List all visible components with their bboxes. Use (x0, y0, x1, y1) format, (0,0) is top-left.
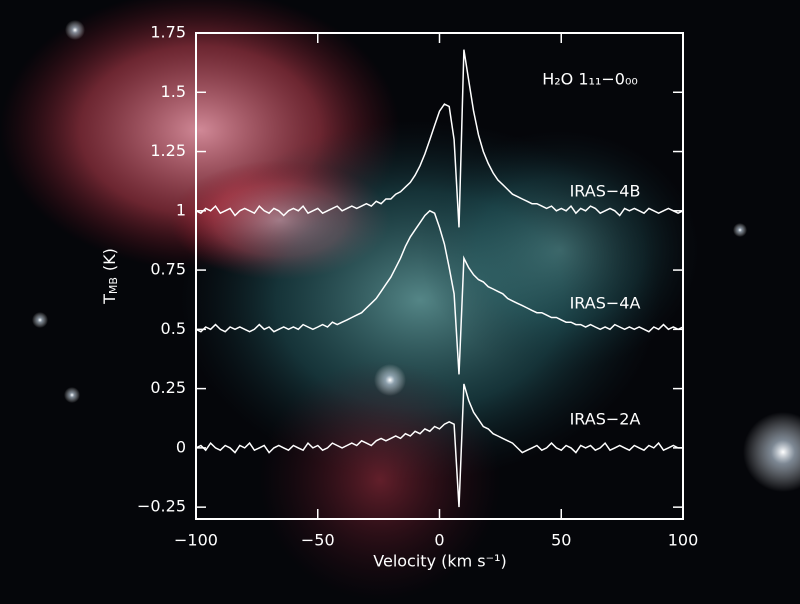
series-label: IRAS−2A (570, 410, 641, 429)
y-label-unit: (K) (100, 248, 119, 271)
y-tick-label: 1.75 (150, 23, 186, 42)
y-tick-label: 0.25 (150, 378, 186, 397)
y-tick-label: 1 (176, 200, 186, 219)
x-tick-label: −100 (174, 531, 218, 550)
series-label: IRAS−4B (570, 182, 641, 201)
y-tick-label: 0.5 (161, 319, 186, 338)
spectrum-line (195, 209, 684, 375)
x-tick-label: 50 (551, 531, 571, 550)
x-tick-label: 0 (434, 531, 444, 550)
y-tick-label: 1.25 (150, 141, 186, 160)
y-tick-label: 1.5 (161, 82, 186, 101)
y-tick-label: 0 (176, 437, 186, 456)
x-tick-label: −50 (301, 531, 335, 550)
y-tick-label: −0.25 (137, 497, 186, 516)
annotation: H₂O 1₁₁−0₀₀ (542, 70, 638, 89)
y-axis-label: TMB (K) (100, 248, 121, 305)
series-label: IRAS−4A (570, 294, 641, 313)
y-label-sub: MB (107, 277, 120, 294)
x-axis-label: Velocity (km s⁻¹) (373, 552, 506, 571)
spectrum-line (195, 49, 684, 228)
y-tick-label: 0.75 (150, 260, 186, 279)
spectrum-line (195, 383, 683, 508)
x-tick-label: 100 (668, 531, 699, 550)
y-label-main: T (100, 294, 119, 305)
